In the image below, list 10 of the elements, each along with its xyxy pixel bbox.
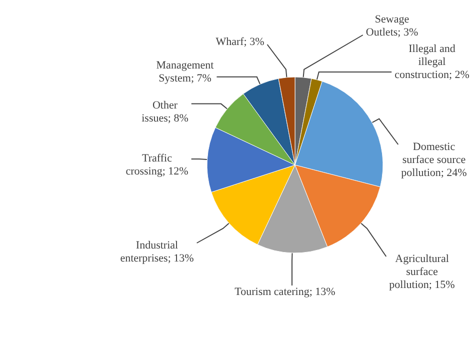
slice-label: Industrial enterprises; 13% — [120, 240, 194, 264]
slice-label: Management System; 7% — [156, 60, 214, 84]
slice-label: Domestic surface source pollution; 24% — [401, 141, 467, 179]
slice-label: Sewage Outlets; 3% — [366, 14, 418, 38]
slice-label: Agricultural surface pollution; 15% — [389, 253, 455, 291]
slice-label: Other issues; 8% — [142, 100, 188, 124]
slice-label: Tourism catering; 13% — [234, 286, 336, 298]
slice-label: Wharf; 3% — [216, 36, 264, 48]
slice-label: Traffic crossing; 12% — [126, 152, 188, 178]
slice-label: Illegal and illegal construction; 2% — [394, 43, 470, 81]
